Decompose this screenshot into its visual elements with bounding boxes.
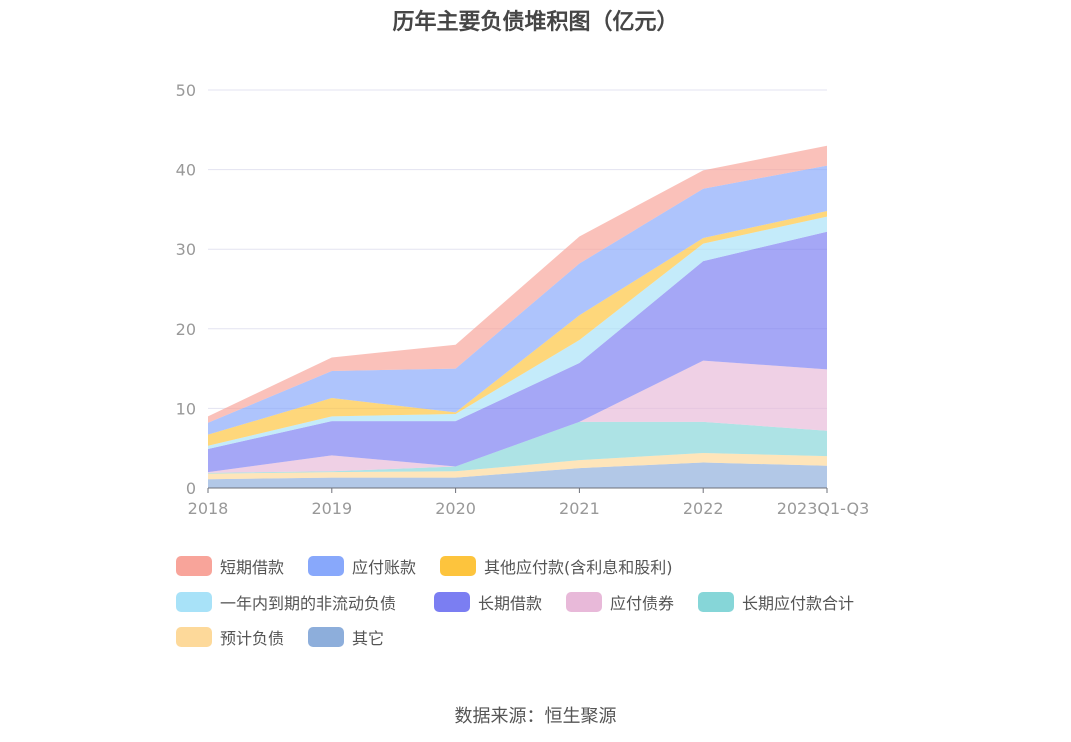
area-6 <box>208 210 827 446</box>
chart-title: 历年主要负债堆积图（亿元） <box>392 10 679 35</box>
area-5 <box>208 216 827 449</box>
y-tick-label: 20 <box>176 320 196 339</box>
legend-label: 短期借款 <box>220 558 285 577</box>
legend-label: 应付债券 <box>610 594 675 613</box>
x-tick-label: 2023Q1-Q3 <box>777 499 870 518</box>
y-tick-label: 40 <box>176 161 196 180</box>
legend-swatch <box>566 592 602 612</box>
area-0 <box>208 462 827 488</box>
legend-swatch <box>176 556 212 576</box>
legend-swatch <box>308 556 344 576</box>
y-tick-label: 30 <box>176 240 196 259</box>
area-7 <box>208 165 827 435</box>
legend-label: 其他应付款(含利息和股利) <box>484 558 673 577</box>
area-2 <box>208 421 827 474</box>
legend-swatch <box>440 556 476 576</box>
legend-item[interactable]: 预计负债 <box>176 625 284 649</box>
legend-swatch <box>176 627 212 647</box>
legend-item[interactable]: 短期借款 <box>176 554 284 578</box>
legend-swatch <box>176 592 212 612</box>
y-tick-label: 0 <box>186 479 196 498</box>
legend-swatch <box>308 627 344 647</box>
legend-item[interactable]: 其他应付款(含利息和股利) <box>440 554 673 578</box>
x-tick-label: 2022 <box>683 499 724 518</box>
legend-item[interactable]: 一年内到期的非流动负债 <box>176 590 396 614</box>
legend-label: 预计负债 <box>220 629 285 648</box>
legend-swatch <box>698 592 734 612</box>
y-tick-label: 50 <box>176 81 196 100</box>
data-source: 数据来源：恒生聚源 <box>454 706 617 727</box>
legend-label: 长期借款 <box>478 594 543 613</box>
area-3 <box>208 360 827 473</box>
area-8 <box>208 145 827 423</box>
legend-label: 长期应付款合计 <box>742 594 855 613</box>
x-tick-label: 2021 <box>559 499 600 518</box>
y-tick-label: 10 <box>176 399 196 418</box>
legend-label: 应付账款 <box>352 558 417 577</box>
legend-item[interactable]: 其它 <box>308 625 384 649</box>
x-tick-label: 2018 <box>188 499 229 518</box>
legend-item[interactable]: 应付债券 <box>566 590 674 614</box>
legend-item[interactable]: 长期借款 <box>434 590 542 614</box>
legend-item[interactable]: 应付账款 <box>308 554 416 578</box>
x-tick-label: 2020 <box>435 499 476 518</box>
legend-label: 一年内到期的非流动负债 <box>220 594 397 613</box>
legend-item[interactable]: 长期应付款合计 <box>698 590 854 614</box>
x-tick-label: 2019 <box>311 499 352 518</box>
area-1 <box>208 452 827 480</box>
legend-label: 其它 <box>352 629 385 648</box>
legend-swatch <box>434 592 470 612</box>
area-4 <box>208 231 827 473</box>
